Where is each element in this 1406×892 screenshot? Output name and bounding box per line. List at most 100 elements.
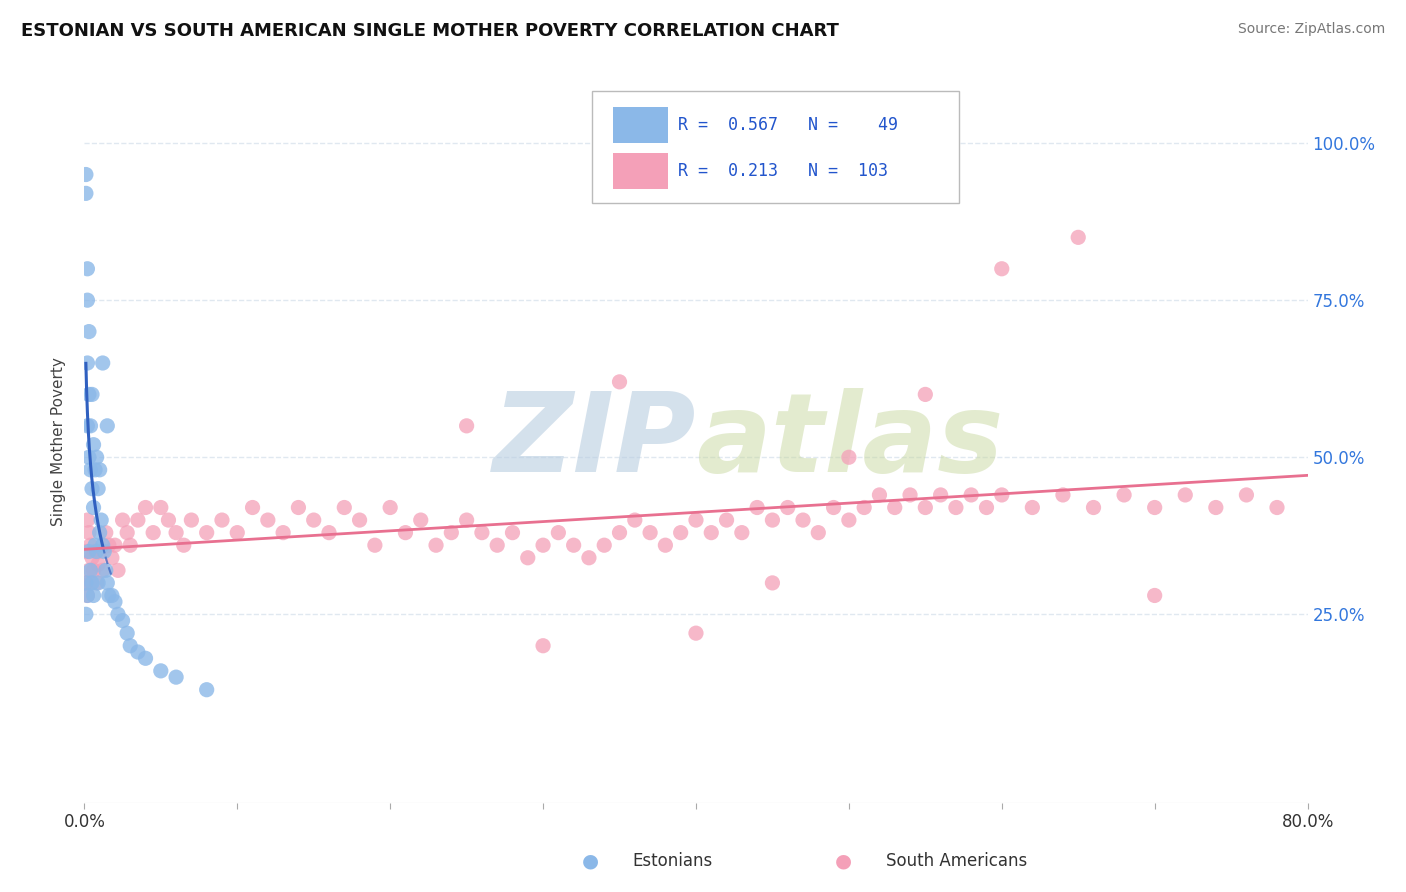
Text: R =  0.213   N =  103: R = 0.213 N = 103: [678, 161, 887, 179]
Point: [976, 500, 998, 515]
Point: [425, 538, 447, 552]
Point: [76, 589, 98, 603]
Point: [76, 589, 98, 603]
Point: [394, 525, 416, 540]
Point: [898, 488, 921, 502]
Point: [195, 682, 218, 697]
Text: ESTONIAN VS SOUTH AMERICAN SINGLE MOTHER POVERTY CORRELATION CHART: ESTONIAN VS SOUTH AMERICAN SINGLE MOTHER…: [21, 22, 839, 40]
Point: [107, 563, 129, 577]
Point: [257, 513, 280, 527]
Point: [914, 387, 936, 401]
Point: [79, 418, 101, 433]
Point: [149, 500, 172, 515]
Point: [807, 525, 830, 540]
Point: [609, 525, 631, 540]
Point: [83, 438, 105, 452]
Point: [914, 500, 936, 515]
Point: [1052, 488, 1074, 502]
Point: [716, 513, 738, 527]
Point: [1143, 500, 1166, 515]
Text: ●: ●: [582, 851, 599, 871]
Point: [380, 500, 402, 515]
Point: [87, 575, 110, 590]
Point: [547, 525, 569, 540]
Point: [792, 513, 814, 527]
Point: [1067, 230, 1090, 244]
Point: [624, 513, 647, 527]
Point: [409, 513, 432, 527]
Point: [83, 563, 105, 577]
Point: [761, 513, 783, 527]
Point: [75, 575, 97, 590]
Point: [516, 550, 538, 565]
Point: [685, 626, 707, 640]
Point: [76, 293, 98, 308]
Point: [440, 525, 463, 540]
Point: [76, 513, 98, 527]
Bar: [613, 153, 668, 189]
Point: [96, 418, 118, 433]
Point: [80, 575, 103, 590]
Point: [562, 538, 585, 552]
Text: ZIP: ZIP: [492, 388, 696, 495]
Point: [302, 513, 325, 527]
Point: [669, 525, 692, 540]
Point: [79, 575, 101, 590]
Point: [486, 538, 509, 552]
Point: [142, 525, 165, 540]
Point: [93, 544, 115, 558]
Point: [77, 525, 100, 540]
FancyBboxPatch shape: [592, 91, 959, 203]
Point: [77, 563, 100, 577]
Point: [761, 575, 783, 590]
Point: [149, 664, 172, 678]
Point: [960, 488, 983, 502]
Point: [84, 538, 107, 552]
Point: [96, 575, 118, 590]
Point: [75, 186, 97, 201]
Point: [120, 538, 142, 552]
Point: [76, 356, 98, 370]
Point: [531, 538, 554, 552]
Point: [94, 563, 117, 577]
Point: [79, 463, 101, 477]
Point: [80, 482, 103, 496]
Point: [86, 544, 108, 558]
Point: [226, 525, 249, 540]
Point: [471, 525, 494, 540]
Point: [80, 550, 103, 565]
Point: [823, 500, 845, 515]
Point: [838, 450, 860, 465]
Point: [991, 488, 1014, 502]
Point: [531, 639, 554, 653]
Point: [654, 538, 676, 552]
Point: [456, 513, 478, 527]
Point: [97, 589, 120, 603]
Point: [86, 575, 108, 590]
Point: [91, 563, 114, 577]
Point: [90, 513, 112, 527]
Point: [685, 513, 707, 527]
Point: [731, 525, 754, 540]
Point: [838, 513, 860, 527]
Point: [1236, 488, 1258, 502]
Point: [1265, 500, 1288, 515]
Bar: [613, 107, 668, 143]
Point: [94, 525, 117, 540]
Point: [75, 575, 97, 590]
Point: [638, 525, 661, 540]
Point: [75, 607, 97, 622]
Point: [929, 488, 952, 502]
Point: [776, 500, 799, 515]
Point: [1114, 488, 1136, 502]
Text: ●: ●: [835, 851, 852, 871]
Point: [83, 500, 105, 515]
Point: [101, 589, 124, 603]
Point: [111, 513, 134, 527]
Point: [1021, 500, 1043, 515]
Point: [97, 538, 120, 552]
Point: [157, 513, 180, 527]
Point: [349, 513, 371, 527]
Point: [991, 261, 1014, 276]
Point: [115, 626, 138, 640]
